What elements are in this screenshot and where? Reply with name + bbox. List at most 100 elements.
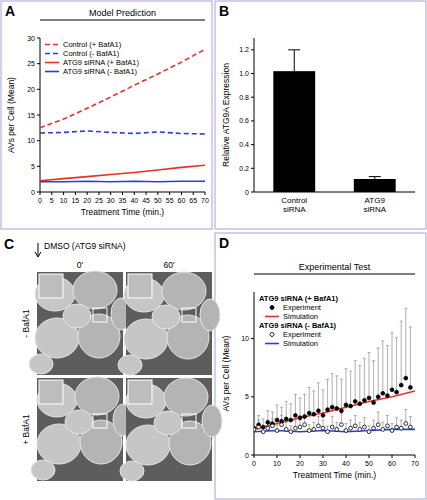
y-tick-label: 0.8	[239, 94, 249, 101]
cell	[200, 299, 220, 331]
y-tick	[251, 396, 254, 397]
x-axis-label: Treatment Time (min.)	[81, 207, 164, 217]
error-bar	[372, 361, 375, 403]
error-bar	[400, 321, 403, 385]
y-tick	[37, 166, 40, 167]
x-tick	[205, 192, 206, 195]
x-tick	[300, 455, 301, 458]
cell	[73, 271, 117, 309]
data-point	[312, 412, 316, 416]
y-tick-label: 1.0	[239, 70, 249, 77]
legend-label: Simulation	[283, 339, 318, 348]
y-tick-label: 0	[245, 452, 249, 459]
data-point	[284, 417, 288, 421]
panel-label: D	[219, 235, 229, 251]
x-tick-label: 35	[119, 197, 127, 204]
y-tick-label: 20	[27, 86, 35, 93]
error-bar	[386, 346, 389, 396]
x-tick-label: 10	[273, 460, 281, 467]
cell	[31, 460, 55, 480]
error-bar	[322, 390, 325, 416]
x-tick	[169, 192, 170, 195]
data-point	[307, 429, 311, 433]
error-bar	[345, 369, 348, 405]
y-tick-label: 0.6	[239, 117, 249, 124]
bar	[273, 71, 315, 192]
data-point	[399, 383, 403, 387]
legend-marker	[270, 306, 274, 310]
data-point	[395, 390, 399, 394]
y-tick	[251, 73, 254, 74]
x-tick	[346, 455, 347, 458]
label-line: Control	[281, 196, 307, 205]
data-point	[344, 403, 348, 407]
x-tick-label: 60	[388, 460, 396, 467]
data-point	[275, 429, 279, 433]
legend-marker	[270, 333, 274, 337]
cell	[118, 355, 142, 375]
data-point	[266, 426, 270, 430]
panel-border	[215, 1, 426, 229]
row-label: + BafA1	[21, 414, 31, 445]
legend-line	[265, 343, 279, 345]
x-tick	[122, 192, 123, 195]
data-point	[372, 401, 376, 405]
data-point	[376, 423, 380, 427]
x-tick	[51, 192, 52, 195]
y-tick	[37, 140, 40, 141]
error-bar	[358, 365, 361, 403]
legend-label: Control (- BafA1)	[63, 49, 120, 58]
cell	[29, 354, 53, 374]
series-line	[40, 165, 205, 180]
legend-line	[45, 71, 59, 73]
error-bar	[303, 394, 306, 416]
y-tick-label: 10	[27, 137, 35, 144]
cell	[162, 272, 206, 310]
legend-label: ATG9 siRNA (- BafA1)	[63, 67, 138, 76]
error-bar	[369, 177, 381, 179]
x-axis-label: Treatment Time (min.)	[293, 470, 376, 480]
x-axis	[254, 455, 415, 456]
data-point	[271, 424, 275, 428]
error-bar	[395, 337, 398, 392]
error-bar	[368, 353, 371, 398]
x-tick	[193, 192, 194, 195]
error-bar	[340, 379, 343, 410]
error-bar	[349, 371, 352, 406]
x-tick	[392, 455, 393, 458]
micrograph	[31, 377, 133, 481]
x-tick-label: 60	[178, 197, 186, 204]
inset	[128, 380, 152, 404]
y-tick-label: 25	[27, 60, 35, 67]
data-point	[404, 376, 408, 380]
data-point	[358, 402, 362, 406]
y-tick-label: 10	[241, 335, 249, 342]
data-point	[294, 426, 298, 430]
y-tick	[251, 338, 254, 339]
x-tick	[40, 192, 41, 195]
y-tick-label: 0	[31, 189, 35, 196]
inset-marker	[182, 308, 196, 322]
x-tick	[415, 455, 416, 458]
y-axis-label: AVs per Cell (Mean)	[6, 77, 16, 153]
x-tick-label: ControlsiRNA	[281, 196, 307, 214]
y-tick-label: 0	[245, 189, 249, 196]
inset	[39, 274, 63, 298]
data-point	[266, 421, 270, 425]
cell	[164, 378, 208, 416]
data-point	[353, 424, 357, 428]
data-point	[303, 415, 307, 419]
legend-group-title: ATG9 siRNA (- BafA1)	[259, 321, 337, 330]
x-tick-label: 30	[107, 197, 115, 204]
y-tick	[37, 38, 40, 39]
inset-marker	[182, 414, 196, 428]
data-point	[340, 409, 344, 413]
x-tick-label: 65	[189, 197, 197, 204]
error-bar	[299, 398, 302, 418]
data-point	[367, 396, 371, 400]
error-bar	[363, 358, 366, 400]
y-tick	[37, 89, 40, 90]
legend-group-title: ATG9 siRNA (+ BafA1)	[259, 294, 338, 303]
error-bar	[288, 50, 300, 71]
x-tick-label: 10	[60, 197, 68, 204]
